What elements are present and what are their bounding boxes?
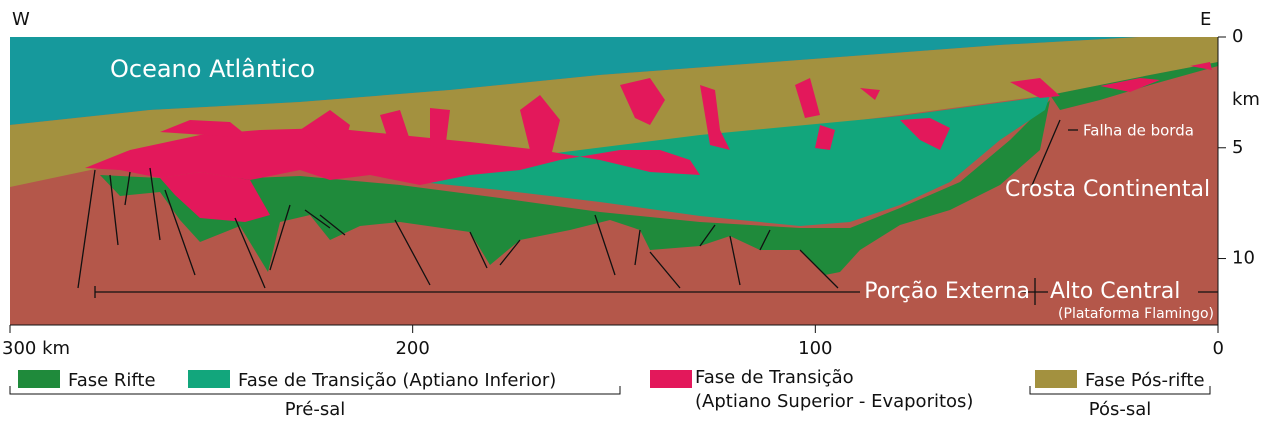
depth-unit: km bbox=[1232, 89, 1260, 110]
flamingo-label: (Plataforma Flamingo) bbox=[1058, 306, 1214, 322]
legend-label: Fase Pós-rifte bbox=[1085, 370, 1205, 391]
legend-label: Fase Rifte bbox=[68, 370, 156, 391]
distance-tick-label: 300 km bbox=[2, 338, 70, 359]
group-bracket bbox=[9, 386, 621, 395]
legend-swatch bbox=[650, 370, 692, 388]
legend-swatch bbox=[188, 370, 230, 388]
group-label: Pós-sal bbox=[1089, 399, 1152, 420]
depth-tick-label: 10 bbox=[1232, 248, 1255, 269]
fault-label: Falha de borda bbox=[1083, 122, 1194, 140]
crust-label: Crosta Continental bbox=[1005, 177, 1210, 202]
ocean bbox=[10, 37, 1218, 125]
transition-lower bbox=[360, 95, 1050, 226]
depth-tick-label: 0 bbox=[1232, 26, 1243, 47]
distance-tick-label: 100 bbox=[798, 338, 832, 359]
legend-label: Fase de Transição bbox=[695, 367, 854, 388]
group-bracket bbox=[1029, 386, 1211, 395]
scale-bar bbox=[94, 129, 1218, 305]
rift-phase bbox=[100, 100, 1050, 275]
faults bbox=[77, 119, 1061, 289]
legend-label: Fase de Transição (Aptiano Inferior) bbox=[238, 370, 556, 391]
legend-swatch bbox=[1035, 370, 1077, 388]
outer-label: Porção Externa bbox=[864, 279, 1030, 304]
distance-tick-label: 200 bbox=[395, 338, 429, 359]
central-label: Alto Central bbox=[1050, 279, 1180, 304]
group-label: Pré-sal bbox=[285, 399, 346, 420]
depth-tick-label: 5 bbox=[1232, 137, 1243, 158]
east-label: E bbox=[1200, 9, 1211, 30]
west-label: W bbox=[12, 9, 30, 30]
legend-swatch bbox=[18, 370, 60, 388]
legend-label: (Aptiano Superior - Evaporitos) bbox=[695, 391, 973, 412]
ocean-label: Oceano Atlântico bbox=[110, 55, 315, 83]
distance-tick-label: 0 bbox=[1213, 338, 1224, 359]
cross-section bbox=[10, 37, 1218, 325]
evaporites bbox=[85, 62, 1212, 222]
